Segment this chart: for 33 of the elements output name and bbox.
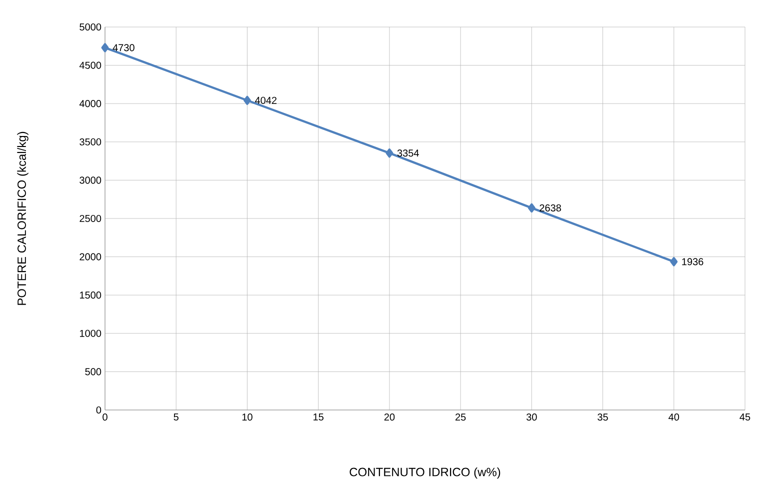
x-tick-label: 20 [384,414,395,421]
y-tick-label: 4000 [79,100,102,108]
point [244,96,251,105]
x-tick-label: 30 [526,414,537,421]
y-tick-label: 5000 [80,23,102,31]
data-label: 1936 [682,258,704,266]
x-tick-label: 5 [174,414,178,420]
data-label: 3354 [397,150,419,157]
x-tick-label: 45 [740,414,750,420]
x-tick-label: 15 [314,414,324,420]
x-tick-label: 25 [455,414,466,421]
point [101,43,109,52]
y-tick-label: 1500 [80,292,102,299]
x-tick-label: 40 [668,414,680,421]
x-tick-label: 0 [102,414,108,421]
y-tick-label: 4500 [79,62,102,69]
x-tick-label: 10 [242,414,252,421]
data-label: 2638 [540,204,562,212]
point [528,203,536,213]
data-label: 4042 [254,96,277,104]
x-tick-label: 35 [598,414,608,421]
y-tick-label: 1000 [80,330,102,337]
y-tick-label: 500 [85,368,102,376]
y-tick-label: 2000 [80,253,102,260]
y-tick-label: 2500 [80,214,102,222]
y-tick-label: 0 [96,406,102,414]
x-axis-title: CONTENUTO IDRICO (w%) [350,467,500,479]
point [670,257,678,266]
point [386,148,394,158]
data-label: 4730 [112,44,134,52]
y-tick-label: 3500 [80,138,102,146]
y-axis-title: POTERE CALORIFICO (kcal/kg) [17,132,28,305]
y-tick-label: 3000 [80,176,102,184]
